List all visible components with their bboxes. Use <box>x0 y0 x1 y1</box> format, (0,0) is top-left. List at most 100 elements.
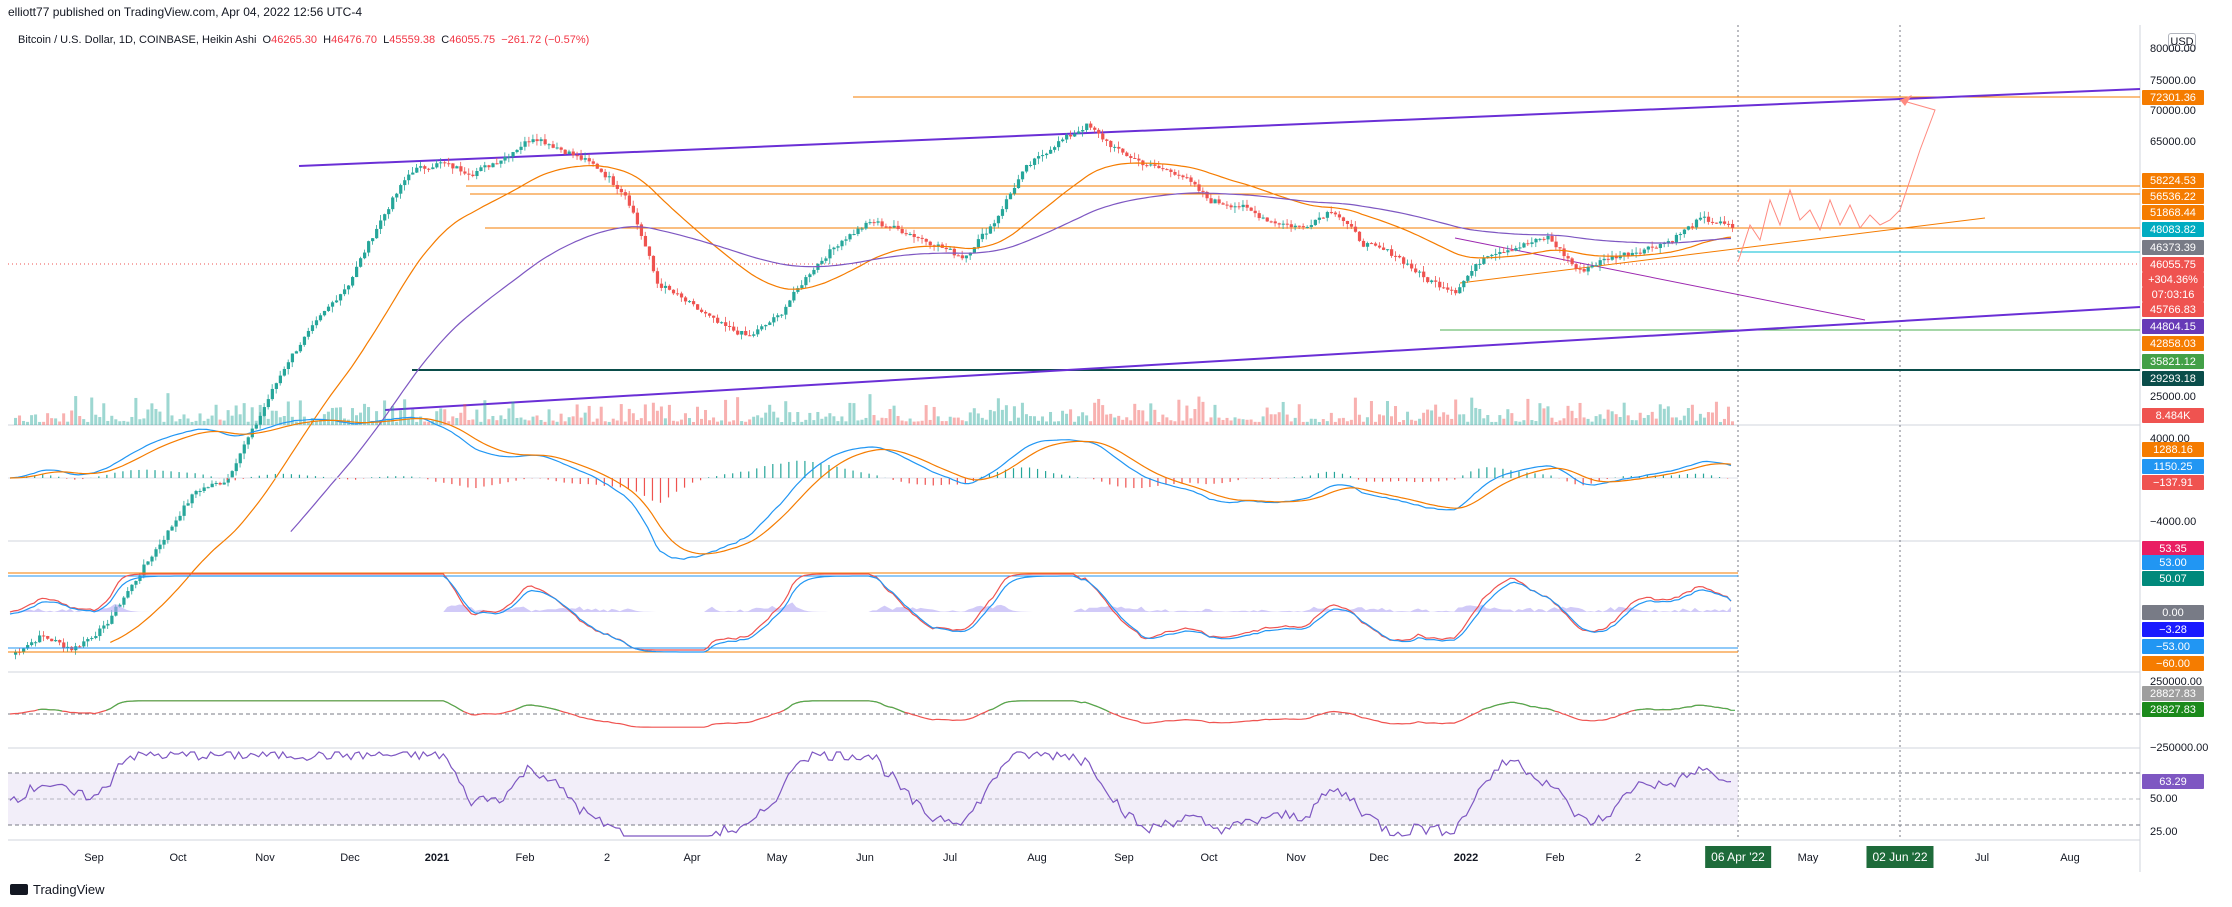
candle-body <box>984 233 989 235</box>
candle-body <box>82 641 86 647</box>
volume-bar <box>491 416 495 425</box>
volume-bar <box>1089 421 1093 425</box>
macd-hist-bar <box>1398 478 1400 482</box>
macd-hist-bar <box>170 471 172 478</box>
volume-bar <box>1590 421 1594 425</box>
candle-body <box>258 415 262 425</box>
candle-body <box>1269 221 1273 223</box>
volume-bar <box>443 409 447 425</box>
candle-body <box>30 642 34 646</box>
candle-body <box>808 274 812 278</box>
candle-body <box>1297 225 1301 227</box>
macd-hist-bar <box>1020 467 1023 478</box>
candle-body <box>603 171 607 178</box>
macd-hist-bar <box>1165 478 1167 485</box>
candle-body <box>844 239 848 241</box>
macd-hist-bar <box>226 478 228 481</box>
macd-hist-bar <box>619 478 621 488</box>
volume-bar <box>42 421 46 425</box>
volume-bar <box>314 420 318 425</box>
x-label-2022: 2022 <box>1453 852 1479 864</box>
osc-label-5: −3.28 <box>2142 622 2204 637</box>
candle-body <box>1305 226 1309 228</box>
publish-header: elliott77 published on TradingView.com, … <box>8 5 362 19</box>
y-tick-75000: 75000.00 <box>2150 75 2196 87</box>
volume-bar <box>752 416 756 425</box>
volume-bar <box>1101 405 1105 425</box>
close-label: C <box>441 34 450 46</box>
volume-bar <box>1646 415 1650 425</box>
candle-body <box>118 604 122 607</box>
macd-hist-bar <box>916 478 918 485</box>
volume-bar <box>732 420 736 425</box>
volume-bar <box>1245 419 1249 425</box>
brand-name: TradingView <box>33 882 105 897</box>
volume-bar <box>98 417 102 425</box>
volume-bar <box>1357 414 1361 425</box>
candle-body <box>1229 205 1233 208</box>
osc-red-line <box>9 573 1732 651</box>
candle-body <box>683 297 688 302</box>
candle-body <box>543 139 547 145</box>
candle-body <box>1546 235 1550 240</box>
volume-bar <box>1618 416 1622 425</box>
candle-body <box>174 520 178 527</box>
volume-bar <box>852 403 856 425</box>
volume-bar <box>780 421 784 425</box>
macd-hist-bar <box>1229 478 1231 482</box>
currency-button[interactable]: USD <box>2168 33 2196 51</box>
macd-hist-bar <box>491 478 493 486</box>
volume-bar <box>515 417 519 425</box>
volume-bar <box>1434 404 1438 425</box>
price-label-45766: 45766.83 <box>2142 302 2204 317</box>
volume-bar <box>972 408 976 425</box>
macd-hist-bar <box>964 478 966 484</box>
candle-body <box>182 505 186 516</box>
candle-body <box>78 646 82 648</box>
flow-pane <box>8 700 2140 728</box>
candle-body <box>70 646 74 651</box>
candle-body <box>587 158 591 162</box>
candle-body <box>1554 241 1558 248</box>
volume-bar <box>1053 421 1057 425</box>
candle-body <box>218 482 222 485</box>
volume-bar <box>1602 418 1606 425</box>
candle-body <box>744 330 748 336</box>
volume-bar <box>334 407 338 425</box>
macd-hist-bar <box>852 470 854 478</box>
candle-body <box>1201 190 1205 192</box>
volume-bar <box>784 401 788 425</box>
candle-body <box>888 226 892 228</box>
volume-bar <box>78 416 82 425</box>
macd-hist-bar <box>1510 470 1512 478</box>
candle-body <box>427 168 431 170</box>
volume-bar <box>1546 406 1550 425</box>
candle-body <box>338 294 343 301</box>
candle-body <box>1289 224 1293 228</box>
volume-bar <box>812 420 816 425</box>
price-label-58224: 58224.53 <box>2142 173 2204 188</box>
candle-body <box>647 246 652 256</box>
volume-bar <box>22 420 26 425</box>
macd-hist-bar <box>988 474 991 478</box>
candle-body <box>234 463 238 472</box>
macd-hist-bar <box>860 472 862 478</box>
price-label-change: +304.36% <box>2142 272 2204 287</box>
volume-bar <box>1410 419 1414 425</box>
candle-body <box>892 225 896 228</box>
candle-body <box>623 192 627 196</box>
macd-hist-bar <box>756 468 758 478</box>
volume-bar <box>880 417 884 425</box>
volume-bar <box>639 418 643 425</box>
volume-bar <box>1422 412 1426 425</box>
candle-body <box>880 221 884 227</box>
macd-hist-bar <box>106 474 108 478</box>
macd-label-2: 1150.25 <box>2142 459 2204 474</box>
candle-body <box>1514 248 1518 251</box>
volume-bar <box>1402 420 1406 425</box>
candle-body <box>635 212 640 225</box>
volume-bar <box>214 404 218 425</box>
volume-bar <box>704 409 708 425</box>
volume-bar <box>1610 411 1614 425</box>
